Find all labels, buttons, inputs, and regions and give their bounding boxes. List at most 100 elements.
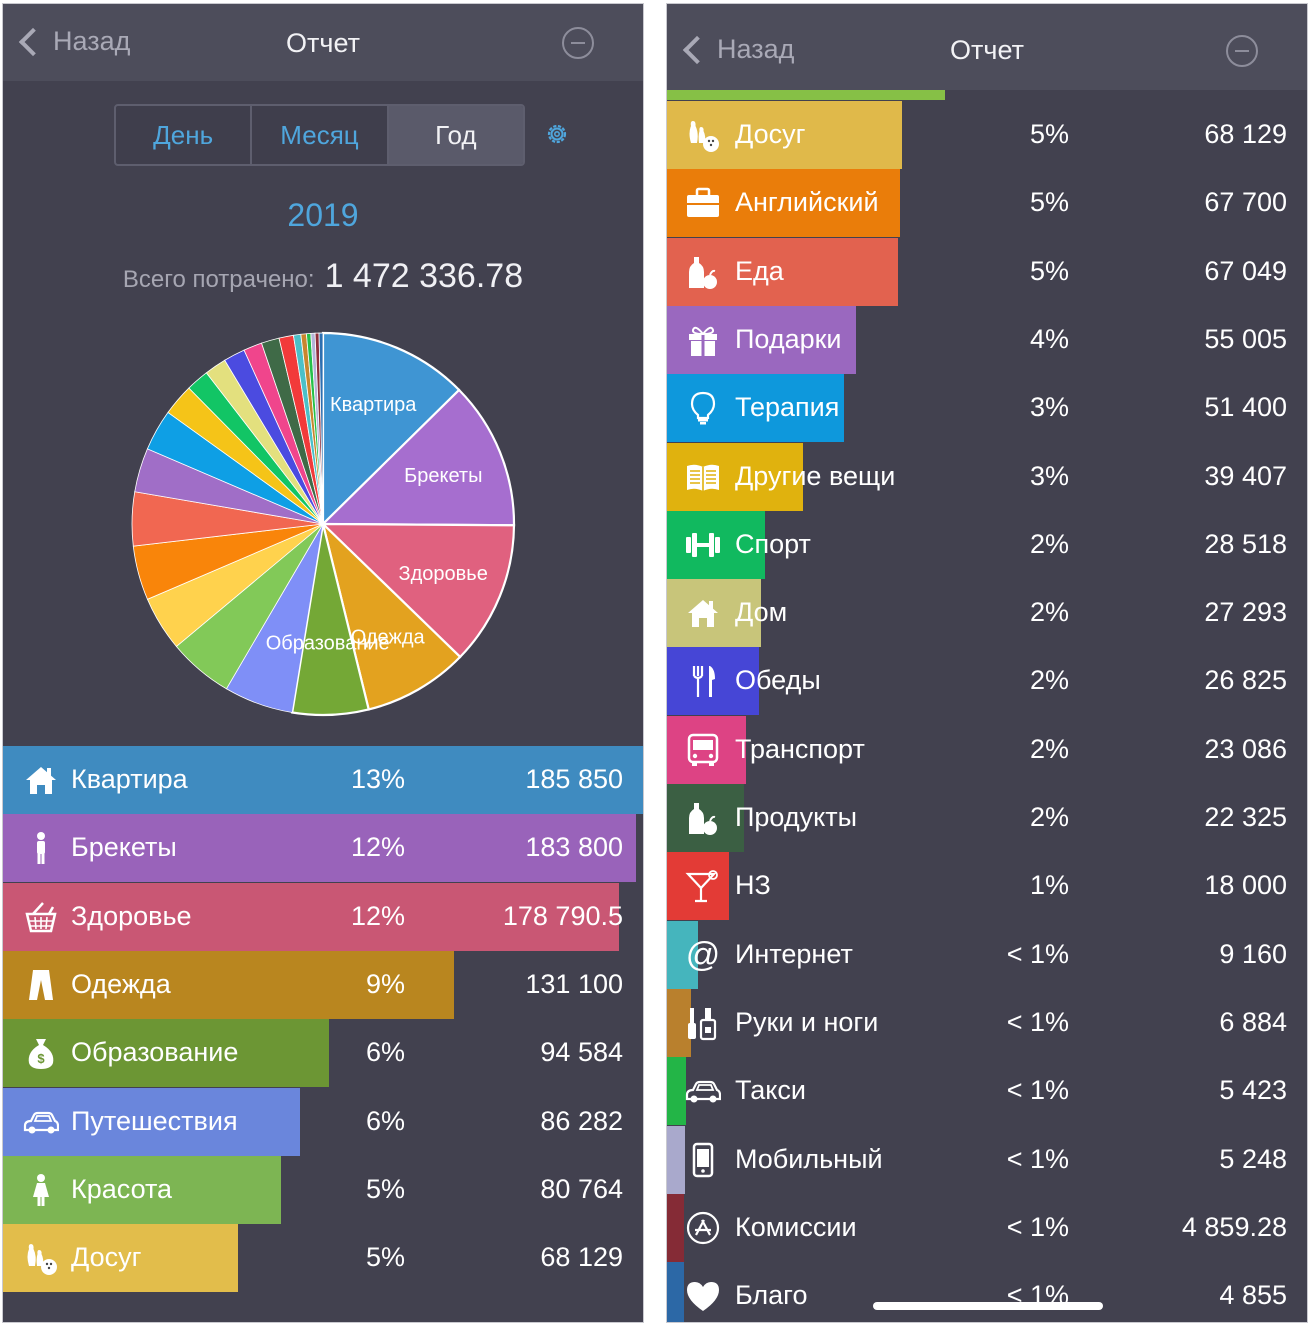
bowling-icon xyxy=(27,1244,57,1276)
category-amount: 23 086 xyxy=(1204,733,1287,764)
minus-circle-icon[interactable] xyxy=(1226,35,1258,67)
category-row[interactable]: Мобильный < 1% 5 248 xyxy=(667,1125,1307,1194)
category-name: Образование xyxy=(71,1037,239,1068)
segment-day[interactable]: День xyxy=(116,106,253,164)
category-bar xyxy=(667,784,744,852)
category-name: Другие вещи xyxy=(735,460,896,491)
nav-bar: Назад Отчет xyxy=(667,4,1307,90)
category-amount: 26 825 xyxy=(1204,665,1287,696)
category-name: Квартира xyxy=(71,764,188,794)
svg-text:$: $ xyxy=(37,1051,45,1066)
category-percent: < 1% xyxy=(1006,1075,1069,1106)
app-store-icon xyxy=(686,1211,720,1244)
category-name: Благо xyxy=(735,1280,808,1311)
chevron-left-icon xyxy=(682,35,712,64)
category-percent: < 1% xyxy=(1006,1211,1069,1242)
category-row[interactable]: Терапия 3% 51 400 xyxy=(667,374,1307,443)
category-name: Интернет xyxy=(735,938,853,969)
category-amount: 80 764 xyxy=(540,1173,623,1204)
at-icon: @ xyxy=(686,937,721,973)
category-amount: 5 423 xyxy=(1219,1075,1287,1106)
girl-icon xyxy=(33,1173,49,1206)
category-row[interactable]: Другие вещи 3% 39 407 xyxy=(667,442,1307,511)
category-row[interactable]: Продукты 2% 22 325 xyxy=(667,784,1307,852)
home-indicator[interactable] xyxy=(873,1302,1103,1310)
segment-year[interactable]: Год xyxy=(388,106,523,164)
category-bar xyxy=(3,950,455,1019)
category-row[interactable]: Досуг 5% 68 129 xyxy=(667,101,1307,169)
category-percent: 2% xyxy=(1029,733,1069,764)
minus-circle-icon[interactable] xyxy=(562,27,594,59)
pie-label: Квартира xyxy=(330,394,417,416)
category-row[interactable]: Досуг 5% 68 129 xyxy=(3,1224,643,1293)
category-row[interactable]: $ Образование 6% 94 584 xyxy=(3,1019,643,1088)
gear-icon[interactable] xyxy=(544,121,570,147)
category-name: Терапия xyxy=(735,392,840,423)
back-button[interactable]: Назад xyxy=(681,34,794,65)
category-row[interactable]: Спорт 2% 28 518 xyxy=(667,510,1307,579)
category-row[interactable]: @ Интернет < 1% 9 160 xyxy=(667,920,1307,989)
category-row[interactable]: Обеды 2% 26 825 xyxy=(667,647,1307,716)
back-button[interactable]: Назад xyxy=(17,26,130,57)
category-bar xyxy=(3,882,619,951)
category-name: Транспорт xyxy=(735,733,865,764)
category-percent: 6% xyxy=(365,1105,405,1136)
money-bag-icon: $ xyxy=(28,1039,54,1070)
pie-label: Одежда xyxy=(351,627,426,649)
nail-polish-icon xyxy=(688,1007,717,1040)
category-row[interactable]: Брекеты 12% 183 800 xyxy=(3,814,643,883)
category-percent: 5% xyxy=(365,1173,405,1204)
heart-icon xyxy=(687,1282,719,1312)
category-percent: 2% xyxy=(1029,665,1069,696)
pie-slice[interactable] xyxy=(318,332,324,525)
category-percent: < 1% xyxy=(1006,1143,1069,1174)
category-row[interactable]: Еда 5% 67 049 xyxy=(667,237,1307,306)
pie-slice[interactable] xyxy=(320,388,516,527)
category-row[interactable]: Транспорт 2% 23 086 xyxy=(667,715,1307,784)
category-row[interactable]: Подарки 4% 55 005 xyxy=(667,305,1307,374)
category-row[interactable]: Квартира 13% 185 850 xyxy=(3,746,643,814)
pie-slice[interactable] xyxy=(320,522,516,659)
category-amount: 131 100 xyxy=(525,968,623,999)
category-name: Путешествия xyxy=(71,1105,238,1136)
pie-slice[interactable] xyxy=(321,331,461,527)
category-amount: 4 855 xyxy=(1219,1280,1287,1311)
fork-knife-icon xyxy=(692,666,715,698)
category-bar xyxy=(667,101,902,169)
category-percent: 6% xyxy=(365,1037,405,1068)
category-percent: 2% xyxy=(1029,802,1069,832)
category-row[interactable]: Благо < 1% 4 855 xyxy=(667,1262,1307,1322)
category-row[interactable]: Красота 5% 80 764 xyxy=(3,1155,643,1224)
house-icon xyxy=(688,600,718,628)
dumbbell-icon xyxy=(686,532,720,557)
category-percent: 5% xyxy=(1029,187,1069,218)
category-row[interactable]: Дом 2% 27 293 xyxy=(667,579,1307,648)
total-spent: Всего потрачено: 1 472 336.78 xyxy=(3,257,643,296)
category-row[interactable]: Здоровье 12% 178 790.5 xyxy=(3,882,643,951)
category-row[interactable]: НЗ 1% 18 000 xyxy=(667,852,1307,921)
gift-icon xyxy=(689,326,717,356)
category-bar xyxy=(3,1019,329,1088)
category-percent: 2% xyxy=(1029,597,1069,628)
category-percent: 4% xyxy=(1029,323,1069,354)
person-icon xyxy=(37,832,45,865)
category-amount: 86 282 xyxy=(540,1105,623,1136)
lightbulb-icon xyxy=(690,392,716,425)
category-row[interactable]: Английский 5% 67 700 xyxy=(667,169,1307,238)
category-percent: < 1% xyxy=(1006,1006,1069,1037)
category-name: Английский xyxy=(735,187,879,218)
category-amount: 6 884 xyxy=(1219,1006,1287,1037)
segment-month[interactable]: Месяц xyxy=(252,106,389,164)
category-percent: 5% xyxy=(1029,255,1069,286)
category-row[interactable]: Комиссии < 1% 4 859.28 xyxy=(667,1193,1307,1262)
category-row[interactable]: Такси < 1% 5 423 xyxy=(667,1057,1307,1126)
category-amount: 68 129 xyxy=(1204,119,1287,149)
category-bar xyxy=(667,374,845,443)
category-row[interactable]: Путешествия 6% 86 282 xyxy=(3,1087,643,1156)
category-row[interactable]: Одежда 9% 131 100 xyxy=(3,950,643,1019)
category-row[interactable]: Руки и ноги < 1% 6 884 xyxy=(667,988,1307,1057)
category-percent: 9% xyxy=(365,968,405,999)
year-label[interactable]: 2019 xyxy=(287,197,359,233)
category-name: Досуг xyxy=(735,119,806,149)
